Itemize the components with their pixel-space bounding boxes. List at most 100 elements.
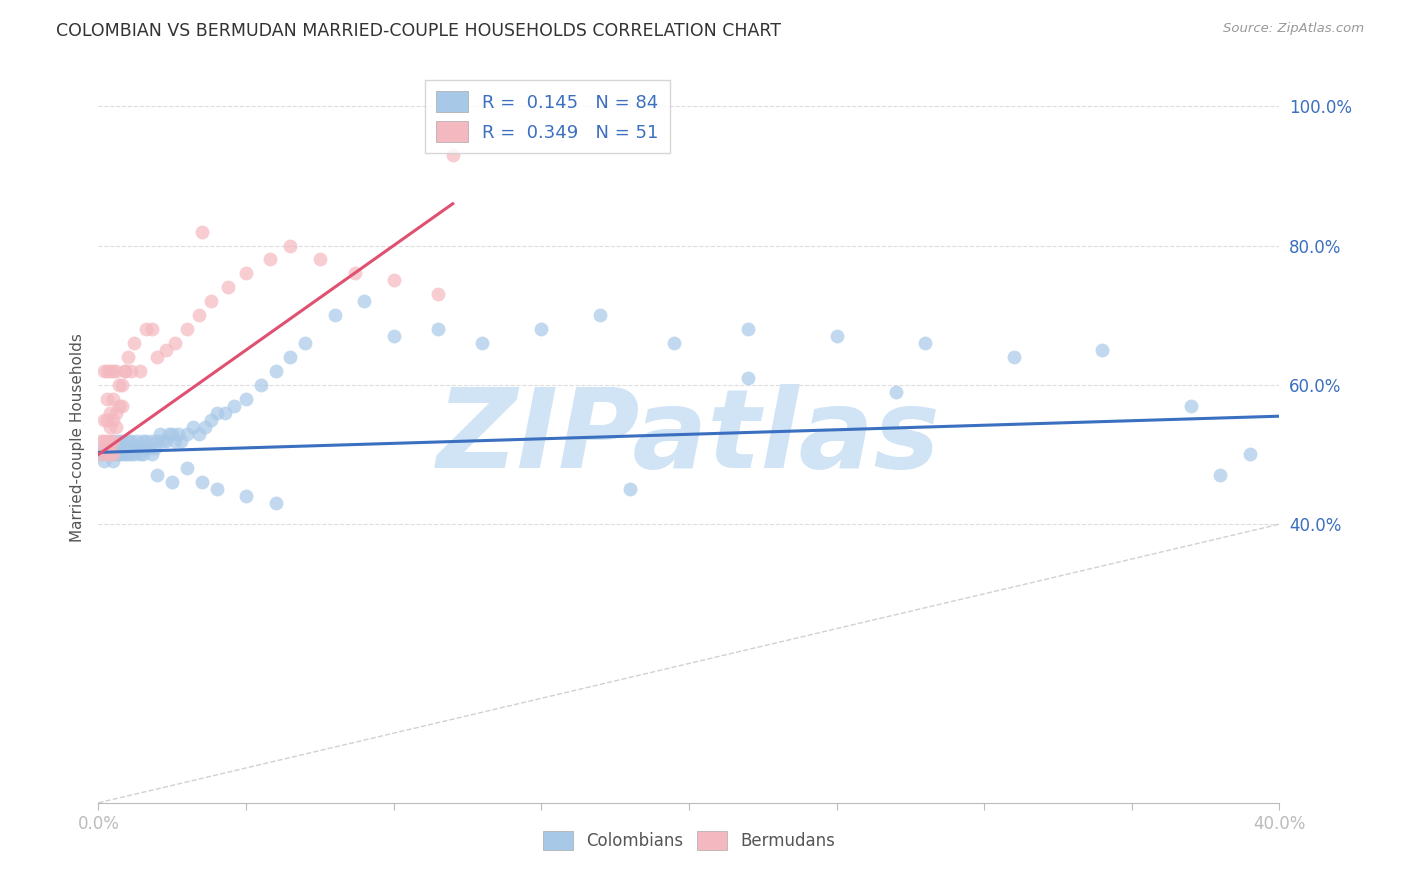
Point: [117, 448, 139, 462]
Point: [176, 461, 198, 475]
Point: [108, 434, 131, 448]
Point: [98, 419, 121, 434]
Point: [165, 336, 187, 351]
Point: [1180, 399, 1202, 413]
Point: [135, 441, 157, 455]
Point: [176, 426, 198, 441]
Point: [155, 343, 177, 357]
Point: [146, 468, 169, 483]
Point: [125, 441, 148, 455]
Point: [125, 434, 148, 448]
Point: [825, 329, 848, 343]
Point: [191, 475, 214, 490]
Point: [235, 489, 257, 503]
Point: [264, 496, 287, 510]
Point: [259, 252, 281, 267]
Point: [96, 448, 118, 462]
Point: [141, 434, 163, 448]
Point: [96, 412, 118, 426]
Point: [108, 399, 131, 413]
Point: [96, 448, 118, 462]
Point: [167, 426, 190, 441]
Point: [157, 426, 180, 441]
Point: [155, 434, 177, 448]
Point: [122, 441, 145, 455]
Point: [98, 441, 121, 455]
Point: [120, 434, 142, 448]
Point: [194, 419, 217, 434]
Point: [103, 434, 125, 448]
Point: [111, 448, 134, 462]
Point: [135, 322, 157, 336]
Point: [427, 322, 450, 336]
Point: [120, 448, 142, 462]
Point: [280, 238, 302, 252]
Legend: Colombians, Bermudans: Colombians, Bermudans: [533, 821, 845, 860]
Point: [187, 426, 209, 441]
Point: [250, 377, 273, 392]
Point: [205, 406, 228, 420]
Point: [530, 322, 553, 336]
Point: [619, 483, 641, 497]
Point: [96, 364, 118, 378]
Point: [122, 448, 145, 462]
Point: [98, 448, 121, 462]
Point: [235, 266, 257, 280]
Point: [103, 412, 125, 426]
Point: [884, 384, 907, 399]
Point: [117, 350, 139, 364]
Point: [108, 377, 131, 392]
Point: [108, 441, 131, 455]
Point: [143, 441, 166, 455]
Point: [103, 448, 125, 462]
Point: [224, 399, 246, 413]
Point: [737, 322, 759, 336]
Point: [589, 308, 612, 322]
Point: [146, 350, 169, 364]
Point: [120, 364, 142, 378]
Point: [128, 364, 150, 378]
Point: [914, 336, 936, 351]
Point: [152, 434, 174, 448]
Point: [96, 434, 118, 448]
Point: [98, 434, 121, 448]
Point: [176, 322, 198, 336]
Point: [141, 322, 163, 336]
Point: [105, 419, 128, 434]
Point: [200, 412, 222, 426]
Point: [103, 434, 125, 448]
Point: [114, 364, 136, 378]
Point: [1091, 343, 1114, 357]
Point: [93, 454, 115, 468]
Point: [93, 364, 115, 378]
Point: [170, 434, 193, 448]
Point: [235, 392, 257, 406]
Point: [294, 336, 316, 351]
Point: [105, 364, 128, 378]
Point: [344, 266, 367, 280]
Point: [105, 441, 128, 455]
Point: [96, 392, 118, 406]
Point: [427, 287, 450, 301]
Point: [90, 434, 112, 448]
Point: [309, 252, 332, 267]
Point: [132, 448, 155, 462]
Point: [162, 475, 183, 490]
Point: [191, 225, 214, 239]
Point: [1002, 350, 1025, 364]
Point: [323, 308, 346, 322]
Point: [98, 448, 121, 462]
Point: [382, 273, 405, 287]
Point: [664, 336, 686, 351]
Point: [138, 441, 160, 455]
Point: [114, 441, 136, 455]
Point: [187, 308, 209, 322]
Point: [98, 364, 121, 378]
Point: [103, 392, 125, 406]
Point: [146, 434, 169, 448]
Point: [122, 336, 145, 351]
Point: [93, 412, 115, 426]
Point: [108, 448, 131, 462]
Text: COLOMBIAN VS BERMUDAN MARRIED-COUPLE HOUSEHOLDS CORRELATION CHART: COLOMBIAN VS BERMUDAN MARRIED-COUPLE HOU…: [56, 22, 782, 40]
Point: [117, 441, 139, 455]
